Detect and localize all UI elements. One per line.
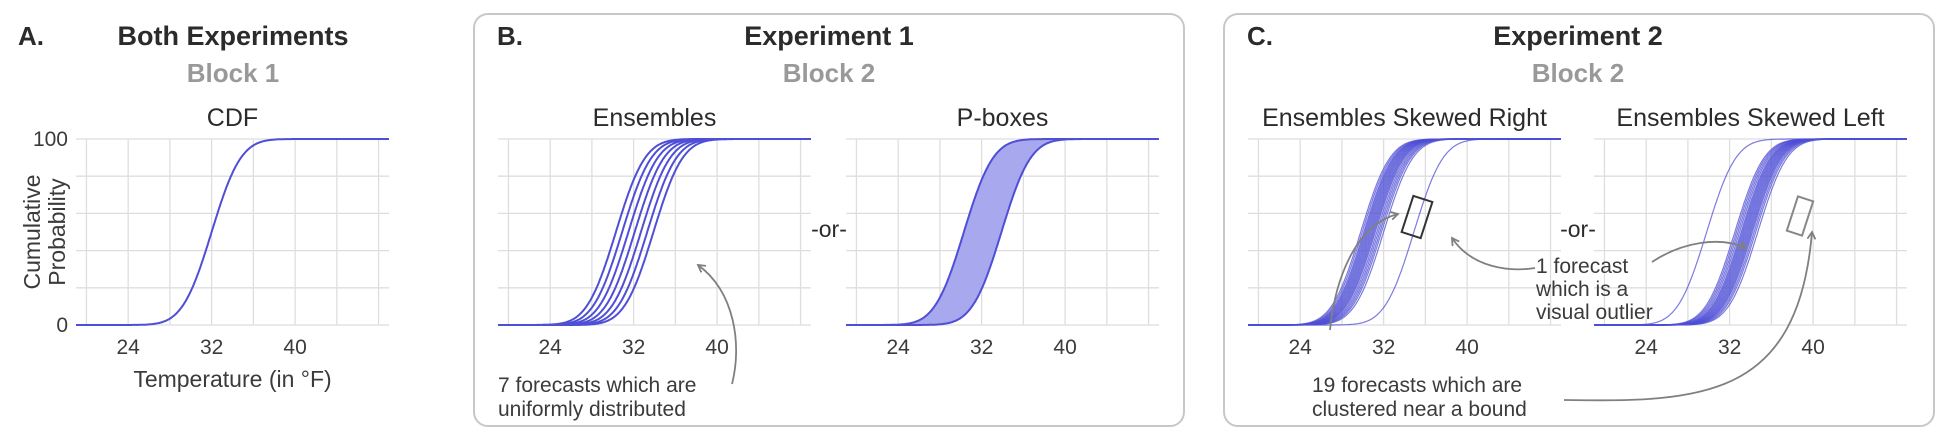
panel-c-letter: C. [1247, 21, 1273, 51]
chart-ensembles-skewed-left: Ensembles Skewed Left 24 32 40 [1594, 104, 1907, 359]
forecast-cdf-line [1594, 138, 1907, 326]
x-tick-label: 32 [622, 336, 645, 359]
annotation-outlier-line1: 1 forecast [1536, 255, 1628, 278]
x-tick-label: 24 [886, 336, 910, 359]
chart-cdf: CDF 24 32 40 0 100 Temperature (in °F) Cumulati… [19, 104, 389, 392]
chart-title: Ensembles Skewed Right [1262, 104, 1547, 132]
x-tick-label: 24 [116, 336, 140, 359]
chart-title: P-boxes [957, 104, 1049, 132]
arrow-cluster-left [1563, 230, 1817, 402]
x-tick-label: 32 [1718, 336, 1741, 359]
arrow-outlier-right [1450, 236, 1536, 271]
x-tick-label: 40 [1053, 336, 1076, 359]
chart-title: Ensembles Skewed Left [1616, 104, 1884, 132]
chart-ensembles: Ensembles 24 32 40 [498, 104, 811, 359]
arrow-cluster-right [1329, 211, 1400, 331]
forecast-cdf-line [76, 138, 389, 326]
annotation-uniform-line2: uniformly distributed [498, 398, 686, 421]
x-tick-label: 24 [1634, 336, 1658, 359]
panel-a-subtitle: Block 1 [187, 58, 280, 88]
forecast-cdf-line [498, 138, 811, 326]
y-axis-label: Cumulative [19, 174, 45, 289]
p-box-band [846, 139, 1159, 325]
x-tick-label: 40 [705, 336, 728, 359]
x-tick-label: 32 [970, 336, 993, 359]
x-tick-label: 40 [1801, 336, 1824, 359]
x-tick-label: 40 [1455, 336, 1478, 359]
x-tick-label: 40 [283, 336, 306, 359]
panel-c-title: Experiment 2 [1493, 21, 1663, 51]
arrow-uniform [696, 263, 738, 385]
x-tick-label: 24 [538, 336, 562, 359]
panel-b-letter: B. [497, 21, 523, 51]
or-label-b: -or- [811, 216, 847, 242]
x-tick-label: 32 [200, 336, 223, 359]
y-axis-label: Probability [44, 178, 70, 286]
x-tick-label: 32 [1372, 336, 1395, 359]
x-tick-label: 24 [1288, 336, 1312, 359]
panel-b-title: Experiment 1 [744, 21, 914, 51]
y-tick-label: 100 [33, 128, 68, 151]
cluster-highlight-box-left [1785, 195, 1815, 237]
panel-b-subtitle: Block 2 [783, 58, 876, 88]
y-tick-label: 0 [56, 314, 68, 337]
chart-ensembles-skewed-right: Ensembles Skewed Right 24 32 40 [1248, 104, 1561, 359]
annotation-uniform-line1: 7 forecasts which are [498, 374, 696, 397]
chart-p-boxes: P-boxes 24 32 40 [846, 104, 1159, 359]
annotation-outlier-line3: visual outlier [1536, 301, 1653, 324]
panel-a-letter: A. [18, 21, 44, 51]
arrow-outlier-left [1651, 240, 1748, 263]
panel-b-frame [473, 13, 1185, 427]
forecast-cdf-line [1594, 138, 1907, 326]
cluster-highlight-box-right [1400, 194, 1434, 240]
panel-c-subtitle: Block 2 [1532, 58, 1625, 88]
chart-title: Ensembles [593, 104, 717, 132]
panel-c-frame [1223, 13, 1935, 427]
x-axis-label: Temperature (in °F) [133, 366, 331, 392]
panel-a-title: Both Experiments [117, 21, 348, 51]
p-box-upper-bound [846, 138, 1159, 326]
chart-title: CDF [207, 104, 258, 132]
forecast-cdf-line [1248, 138, 1561, 326]
or-label-c: -or- [1560, 216, 1596, 242]
annotation-cluster-line2: clustered near a bound [1312, 398, 1527, 421]
annotation-outlier-line2: which is a [1535, 278, 1629, 301]
annotation-cluster-line1: 19 forecasts which are [1312, 374, 1522, 397]
